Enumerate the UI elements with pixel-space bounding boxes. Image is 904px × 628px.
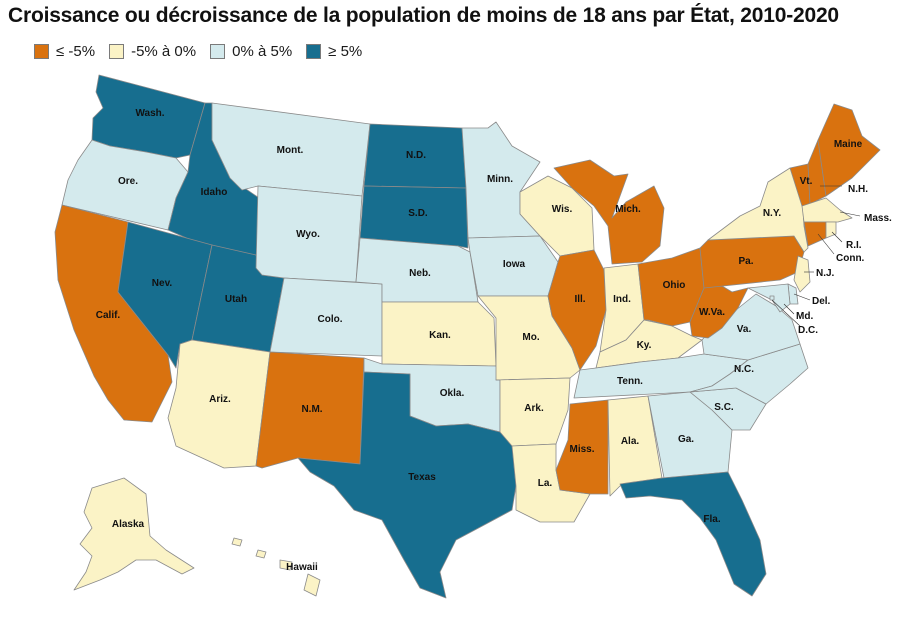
label-nd: N.D. bbox=[406, 150, 426, 161]
label-wy: Wyo. bbox=[296, 229, 320, 240]
label-me: Maine bbox=[834, 139, 863, 150]
label-ma: Mass. bbox=[864, 213, 892, 224]
legend-item-dec5: ≤ -5% bbox=[34, 43, 95, 60]
label-ak: Alaska bbox=[112, 519, 145, 530]
label-mi: Mich. bbox=[615, 204, 641, 215]
label-oh: Ohio bbox=[663, 280, 686, 291]
label-ga: Ga. bbox=[678, 434, 694, 445]
legend-swatch-dec5 bbox=[34, 44, 49, 59]
state-dc[interactable] bbox=[769, 295, 775, 301]
state-ri[interactable] bbox=[825, 221, 837, 239]
state-me[interactable] bbox=[817, 103, 881, 197]
label-in: Ind. bbox=[613, 294, 631, 305]
label-dc: D.C. bbox=[798, 325, 818, 336]
label-nv: Nev. bbox=[152, 278, 173, 289]
state-nj[interactable] bbox=[793, 255, 811, 293]
label-ar: Ark. bbox=[524, 403, 544, 414]
legend-swatch-inc0 bbox=[210, 44, 226, 59]
label-ky: Ky. bbox=[637, 340, 652, 351]
label-or: Ore. bbox=[118, 176, 138, 187]
label-de: Del. bbox=[812, 296, 831, 307]
label-tx: Texas bbox=[408, 472, 436, 483]
legend-label-dec0: -5% à 0% bbox=[131, 43, 197, 60]
state-la[interactable] bbox=[511, 443, 591, 523]
label-fl: Fla. bbox=[703, 514, 720, 525]
label-ca: Calif. bbox=[96, 310, 121, 321]
state-mi[interactable] bbox=[553, 159, 665, 265]
label-va: Va. bbox=[737, 324, 752, 335]
legend-swatch-inc5 bbox=[306, 44, 322, 59]
label-ms: Miss. bbox=[569, 444, 594, 455]
state-fl[interactable] bbox=[619, 471, 767, 597]
label-co: Colo. bbox=[318, 314, 343, 325]
label-ia: Iowa bbox=[503, 259, 526, 270]
state-ks[interactable] bbox=[381, 301, 497, 367]
label-sd: S.D. bbox=[408, 208, 428, 219]
legend-label-inc0: 0% à 5% bbox=[232, 43, 293, 60]
label-mt: Mont. bbox=[277, 145, 304, 156]
state-hi[interactable] bbox=[303, 573, 321, 597]
label-hi: Hawaii bbox=[286, 562, 318, 573]
label-sc: S.C. bbox=[714, 402, 734, 413]
label-la: La. bbox=[538, 478, 553, 489]
label-ny: N.Y. bbox=[763, 208, 782, 219]
legend-label-inc5: ≥ 5% bbox=[328, 43, 363, 60]
label-ks: Kan. bbox=[429, 330, 451, 341]
label-ct: Conn. bbox=[836, 253, 865, 264]
legend-label-dec5: ≤ -5% bbox=[56, 43, 96, 60]
label-md: Md. bbox=[796, 311, 813, 322]
state-nc[interactable] bbox=[689, 343, 809, 405]
label-ri: R.I. bbox=[846, 240, 862, 251]
label-id: Idaho bbox=[201, 187, 228, 198]
legend: ≤ -5% -5% à 0% 0% à 5% ≥ 5% bbox=[34, 43, 376, 60]
state-shapes bbox=[54, 74, 881, 599]
label-nh: N.H. bbox=[848, 184, 868, 195]
label-wv: W.Va. bbox=[699, 307, 725, 318]
map-title: Croissance ou décroissance de la populat… bbox=[8, 4, 839, 27]
label-il: Ill. bbox=[574, 294, 585, 305]
state-ct[interactable] bbox=[803, 221, 827, 247]
state-sd[interactable] bbox=[359, 185, 469, 249]
label-ut: Utah bbox=[225, 294, 247, 305]
label-tn: Tenn. bbox=[617, 376, 643, 387]
legend-item-inc0: 0% à 5% bbox=[210, 43, 292, 60]
label-al: Ala. bbox=[621, 436, 640, 447]
legend-swatch-dec0 bbox=[109, 44, 125, 59]
state-labels: Wash. Ore. Calif. Idaho Nev. Utah Ariz. … bbox=[96, 108, 892, 573]
label-pa: Pa. bbox=[738, 256, 753, 267]
legend-item-dec0: -5% à 0% bbox=[109, 43, 196, 60]
label-vt: Vt. bbox=[800, 176, 813, 187]
label-mn: Minn. bbox=[487, 174, 513, 185]
label-wi: Wis. bbox=[552, 204, 573, 215]
label-nj: N.J. bbox=[816, 268, 835, 279]
callout-lines bbox=[771, 185, 861, 327]
label-ok: Okla. bbox=[440, 388, 465, 399]
state-tx[interactable] bbox=[297, 371, 517, 599]
label-az: Ariz. bbox=[209, 394, 231, 405]
state-ak[interactable] bbox=[73, 477, 195, 591]
label-nm: N.M. bbox=[301, 404, 322, 415]
label-wa: Wash. bbox=[135, 108, 164, 119]
state-md[interactable] bbox=[747, 283, 791, 313]
label-ne: Neb. bbox=[409, 268, 431, 279]
legend-item-inc5: ≥ 5% bbox=[306, 43, 362, 60]
state-hi-kauai bbox=[231, 537, 243, 547]
state-hi-maui bbox=[279, 559, 293, 571]
label-mo: Mo. bbox=[522, 332, 539, 343]
label-nc: N.C. bbox=[734, 364, 754, 375]
state-hi-oahu bbox=[255, 549, 267, 559]
